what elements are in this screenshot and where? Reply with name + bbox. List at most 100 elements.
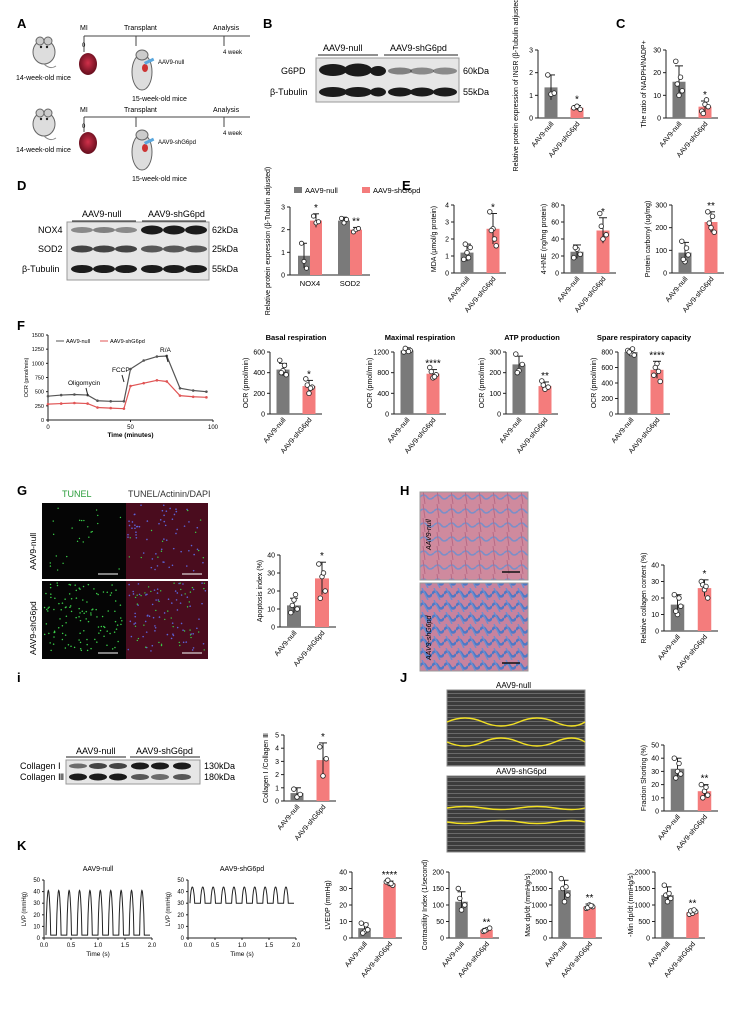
series-point: [86, 402, 89, 405]
data-point: [588, 902, 594, 909]
data-point: [323, 756, 329, 762]
data-point: [385, 877, 391, 883]
stain-dot: [115, 628, 118, 630]
significance-marker: **: [701, 774, 709, 785]
data-point: [514, 369, 520, 376]
data-point: [571, 255, 577, 261]
stain-dot: [151, 603, 154, 606]
stain-dot: [202, 557, 205, 559]
stain-dot: [134, 625, 137, 628]
y-tick-label: 60: [551, 220, 559, 227]
series-point: [205, 390, 208, 393]
y-tick-label: 400: [253, 370, 265, 377]
stain-dot: [60, 609, 62, 611]
mouse-injection-icon: [131, 49, 155, 91]
stain-dot: [134, 524, 136, 526]
y-tick-label: 0: [343, 936, 347, 943]
stain-dot: [175, 599, 178, 601]
y-axis-label: Collagen Ⅰ /Collagen Ⅲ: [263, 733, 270, 803]
blot-i-kda-2: 180kDa: [204, 772, 235, 782]
stain-dot: [155, 599, 157, 601]
data-point: [673, 608, 679, 614]
significance-marker: *: [307, 369, 311, 380]
y-axis-label: Apoptosis index (%): [257, 560, 264, 622]
y-tick-label: 0: [41, 418, 44, 424]
stain-dot: [133, 513, 136, 516]
stain-dot: [148, 615, 151, 618]
stain-dot: [106, 630, 108, 632]
data-point: [358, 920, 364, 926]
data-point: [664, 899, 671, 905]
stain-dot: [142, 635, 144, 638]
stain-dot: [78, 607, 80, 610]
chart-C: 0 10 20 30 The ratio of NADPH/NADP+ AAV9-null…: [641, 40, 718, 159]
stain-dot: [157, 599, 160, 601]
stain-dot: [188, 549, 190, 552]
x-tick-label: AAV9-null: [647, 940, 672, 968]
y-tick-label: 1000: [32, 361, 44, 367]
y-tick-label: 30: [651, 579, 659, 586]
y-tick-label: 300: [489, 350, 501, 357]
stain-dot: [203, 582, 206, 585]
blot-d-kda-3: 55kDa: [212, 264, 238, 274]
stain-dot: [80, 649, 83, 652]
stain-dot: [53, 636, 55, 638]
stain-dot: [49, 565, 52, 567]
analysis-label-2: Analysis: [213, 107, 240, 114]
heart-icon: [79, 53, 97, 75]
blot-i-band-col1: Collagen Ⅰ: [20, 761, 61, 771]
stain-dot: [132, 593, 135, 595]
y-tick-label: 400: [377, 391, 389, 398]
x-tick-label: AAV9-null: [386, 416, 411, 444]
blot-d-kda-1: 62kDa: [212, 225, 238, 235]
data-point: [338, 215, 344, 221]
stain-dot: [95, 592, 98, 595]
blot-d-band-nox4: NOX4: [38, 225, 63, 235]
data-point: [706, 220, 712, 226]
data-point: [668, 895, 674, 902]
significance-marker: *: [314, 203, 318, 214]
significance-marker: ****: [425, 359, 441, 370]
bar-sh: [316, 760, 330, 801]
stain-dot: [69, 606, 71, 609]
x-tick-label: AAV9-null: [657, 813, 682, 841]
trace-title: AAV9-null: [83, 866, 114, 873]
stain-dot: [163, 520, 166, 523]
panel-g-images: TUNEL TUNEL/Actinin/DAPI AAV9-null AAV9-…: [28, 489, 211, 659]
x-tick-label: AAV9-null: [446, 275, 471, 303]
stain-dot: [186, 596, 189, 598]
stain-dot: [83, 519, 85, 522]
bar-sh: [570, 107, 584, 118]
stain-dot: [120, 617, 122, 619]
x-tick-label: AAV9-null: [610, 416, 635, 444]
x-tick-label: AAV9-null: [273, 629, 298, 657]
stain-dot: [179, 582, 181, 584]
blot-d-kda-2: 25kDa: [212, 244, 238, 254]
y-tick-label: 750: [35, 376, 44, 382]
x-tick-label: 0.0: [184, 943, 193, 949]
stain-dot: [114, 646, 116, 649]
data-point: [457, 895, 463, 902]
blot-b-group-null: AAV9-null: [323, 43, 362, 53]
stain-dot: [158, 616, 161, 618]
y-tick-label: 50: [177, 878, 184, 884]
stain-dot: [70, 598, 73, 600]
h-row-sh: AAV9-shG6pd: [426, 615, 433, 661]
data-point: [482, 928, 488, 934]
stain-dot: [109, 632, 111, 635]
data-point: [298, 240, 304, 246]
stain-dot: [62, 562, 64, 565]
y-tick-label: 0: [181, 936, 185, 942]
x-axis-label: Time (s): [230, 951, 254, 958]
stain-dot: [193, 553, 195, 556]
y-tick-label: 0: [663, 271, 667, 278]
stain-dot: [150, 529, 153, 532]
x-tick-label: AAV9-null: [441, 940, 466, 968]
stain-dot: [171, 564, 174, 567]
bar-sh: [302, 386, 316, 414]
stain-dot: [165, 539, 168, 541]
stain-dot: [64, 647, 67, 649]
stain-dot: [78, 639, 80, 641]
stain-dot: [198, 618, 200, 620]
